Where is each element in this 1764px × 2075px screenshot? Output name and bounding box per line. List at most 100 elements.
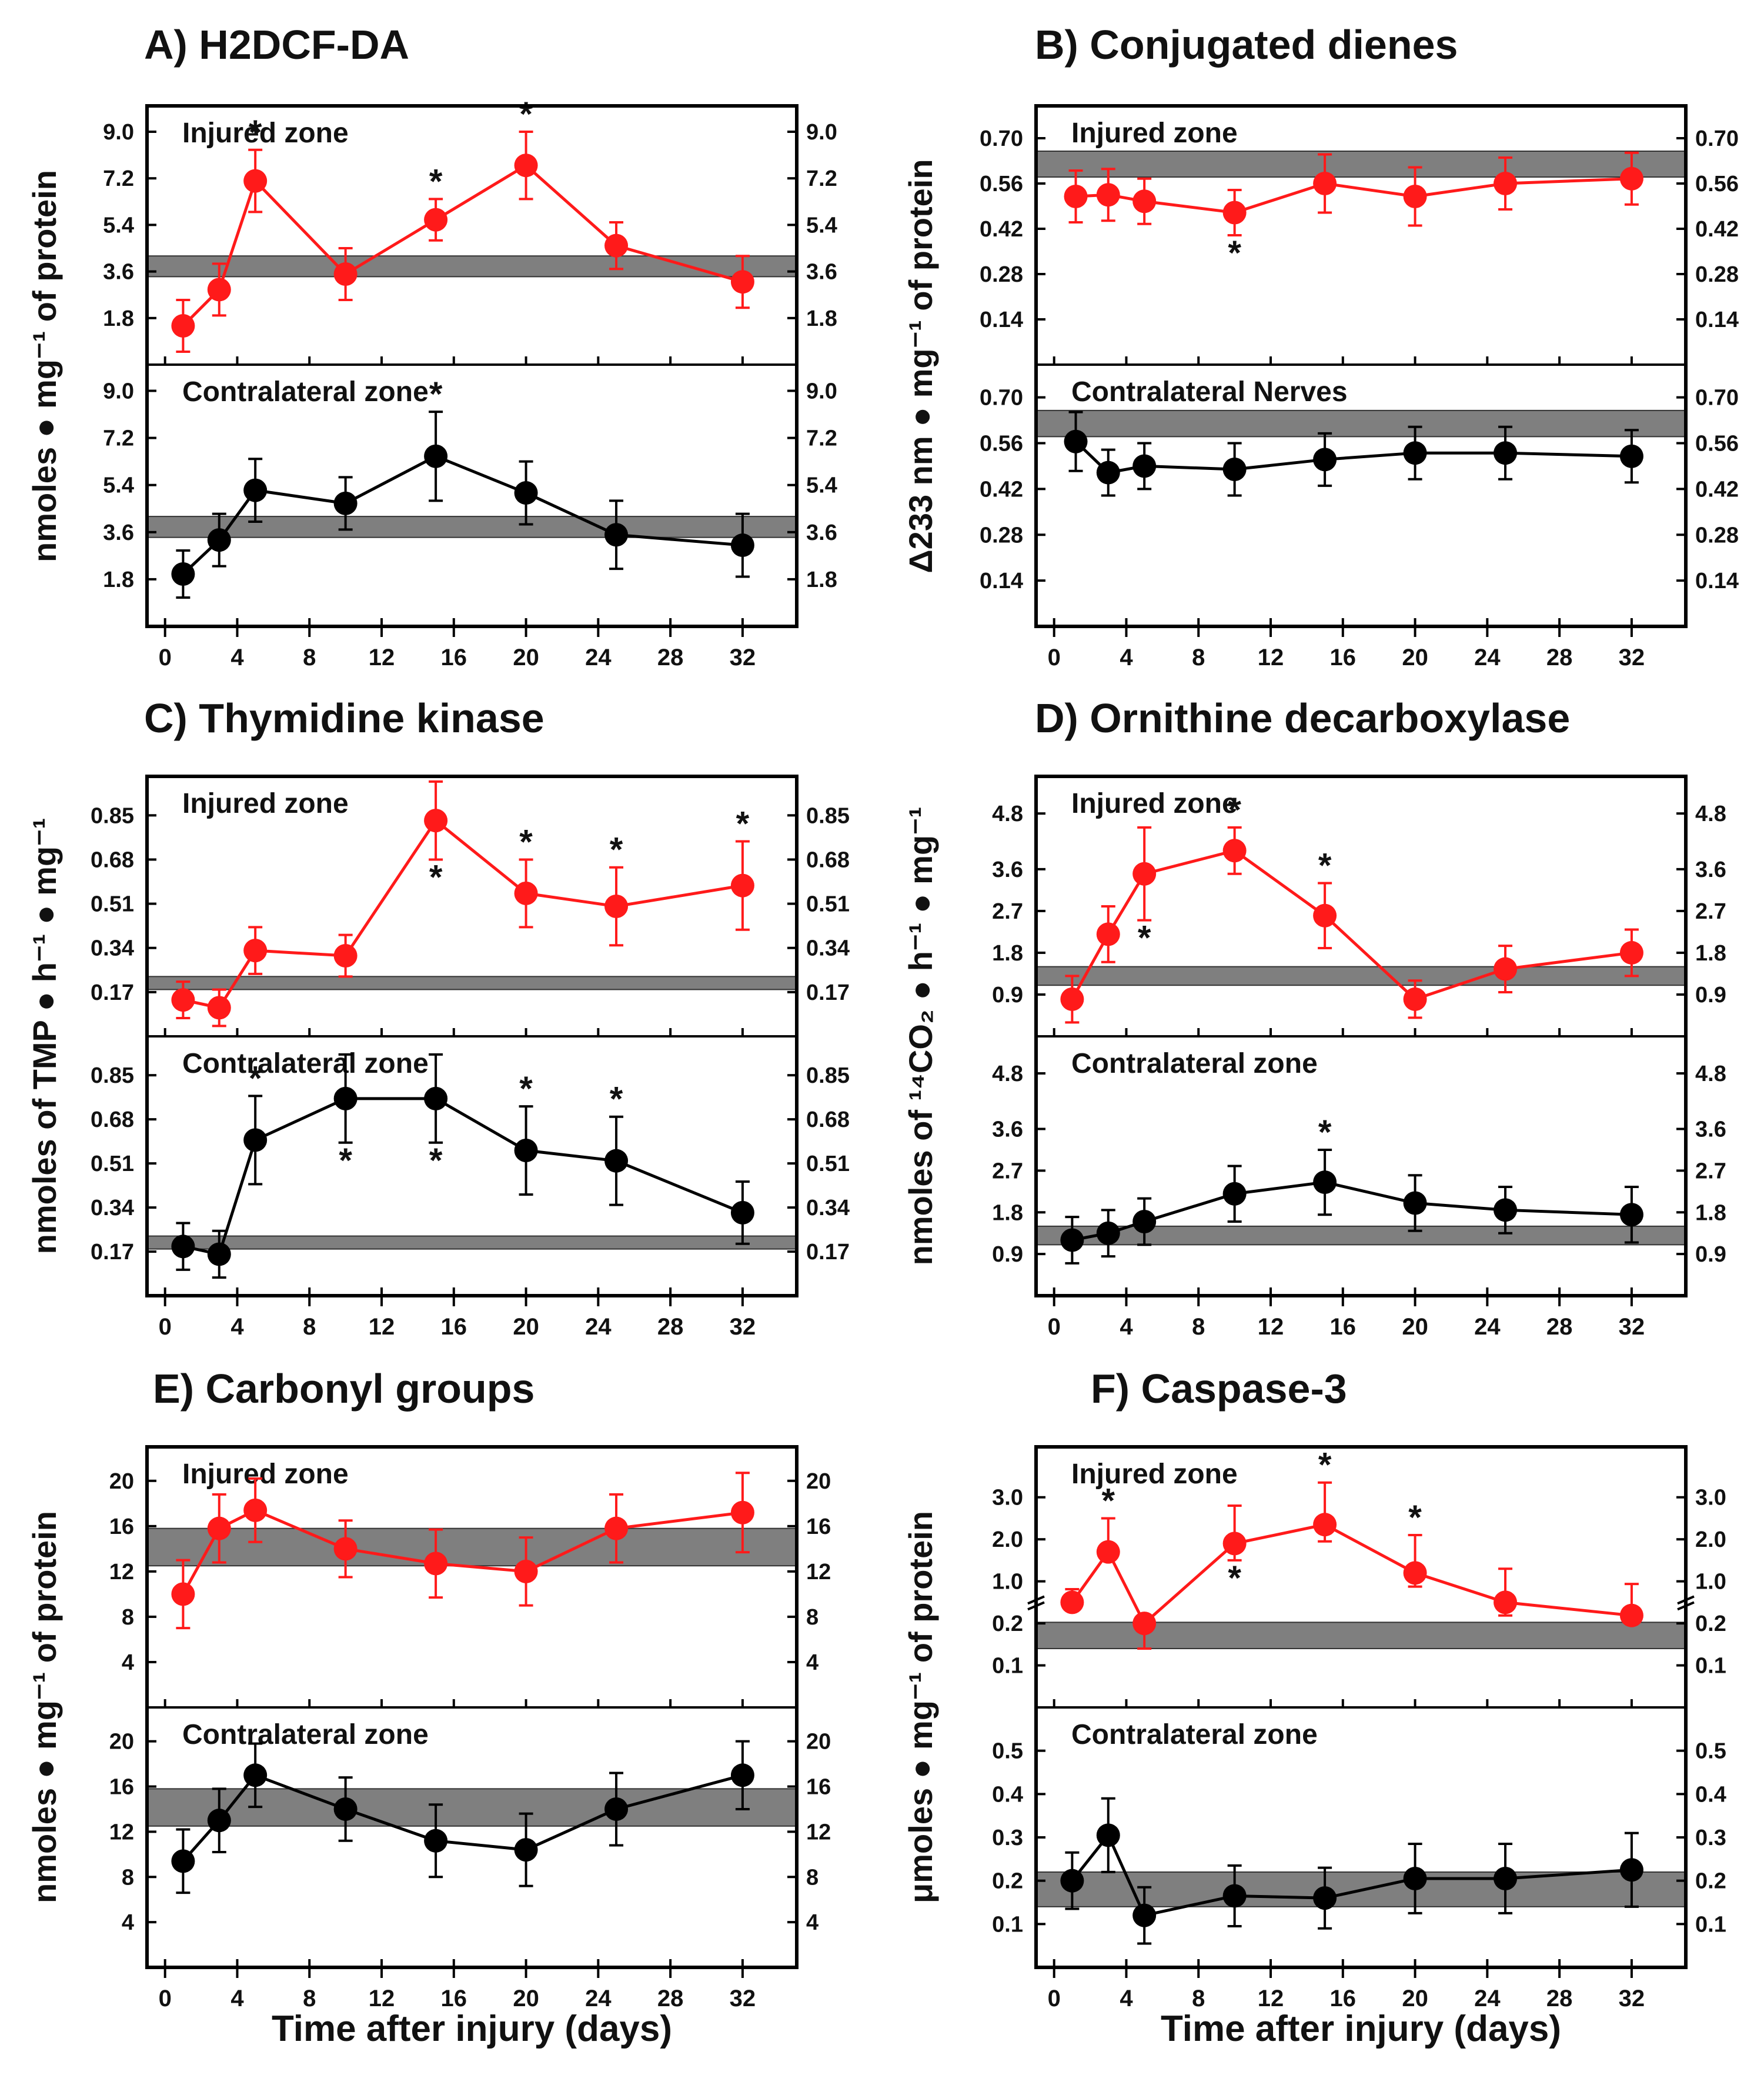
x-tick-label: 16 [441,645,467,670]
data-point [207,1516,231,1540]
data-point [243,1763,268,1787]
x-tick-label: 8 [303,645,316,670]
data-point [424,1829,448,1853]
y-tick-label-left: 9.0 [103,379,134,404]
y-tick-label-left: 16 [109,1514,134,1539]
y-tick-label-right: 0.68 [806,848,850,872]
y-tick-label-right: 0.1 [1695,1654,1726,1679]
data-point [1132,1903,1157,1927]
significance-star: * [1318,1446,1332,1484]
x-tick-label: 28 [657,1986,684,2011]
y-tick-label-right: 0.14 [1695,569,1739,593]
y-tick-label-right: 5.4 [806,213,837,238]
data-point [1096,1540,1120,1564]
significance-star: * [249,114,262,152]
zone-label: Injured zone [182,788,349,819]
y-tick-label-left: 2.0 [992,1527,1023,1552]
data-point [1096,1823,1120,1847]
y-tick-label-left: 0.34 [91,1196,134,1220]
y-tick-label-right: 0.68 [806,1107,850,1132]
x-tick-label: 28 [1546,1986,1573,2011]
y-tick-label-left: 4 [122,1910,134,1935]
data-point [1222,458,1247,481]
significance-star: * [1318,847,1332,885]
control-band [146,1527,797,1567]
data-point [424,1552,448,1576]
injured-panel: 0.17 0.17 0.34 0.34 0.51 0.51 0.68 0.68 0.85 0.85… [91,780,850,1036]
y-tick-label-right: 0.85 [806,1063,850,1088]
x-tick-label: 24 [585,645,612,670]
data-point [1313,172,1337,195]
x-tick-label: 8 [1192,1986,1205,2011]
y-tick-label-left: 0.3 [992,1826,1023,1850]
y-tick-label-right: 3.6 [1695,858,1726,882]
y-tick-label-right: 7.2 [806,166,837,191]
data-point [1403,441,1427,465]
x-axis-label: Time after injury (days) [272,2009,672,2049]
y-tick-label-right: 0.70 [1695,126,1739,151]
injured-panel: 4 4 8 8 12 12 16 16 20 20 Injured zone [109,1459,831,1707]
data-point [1132,189,1157,213]
significance-star: * [736,805,750,843]
y-tick-label-right: 0.34 [806,1196,850,1220]
y-tick-label-left: 1.8 [992,941,1023,966]
data-point [1222,1532,1247,1556]
y-tick-label-right: 20 [806,1469,831,1494]
y-tick-label-left: 0.70 [980,386,1023,411]
y-tick-label-left: 0.68 [91,848,134,872]
control-band [1035,1225,1686,1246]
x-tick-label: 4 [230,645,244,670]
series-line [1071,1523,1632,1626]
injured-panel: 1.8 1.8 3.6 3.6 5.4 5.4 7.2 7.2 9.0 9.0 Injured zo… [103,95,837,365]
data-point [514,154,538,178]
data-point [604,1797,629,1821]
y-tick-label-right: 0.3 [1695,1826,1726,1850]
y-tick-label-right: 4.8 [1695,1062,1726,1086]
x-tick-label: 32 [730,1314,756,1340]
x-tick-label: 16 [1330,1314,1357,1340]
data-point [730,1200,754,1225]
y-tick-label-left: 0.56 [980,172,1023,196]
y-tick-label-left: 2.7 [992,899,1023,924]
data-point [604,1149,629,1173]
data-point [333,262,358,286]
y-tick-label-right: 16 [806,1775,831,1800]
y-tick-label-right: 0.42 [1695,477,1739,502]
data-point [333,1086,358,1110]
x-tick-label: 32 [1619,645,1645,670]
y-tick-label-left: 0.28 [980,262,1023,287]
y-tick-label-left: 0.9 [992,1242,1023,1267]
y-tick-label-left: 0.42 [980,477,1023,502]
injured-panel: 0.14 0.14 0.28 0.28 0.42 0.42 0.56 0.56 0.70 0.70… [980,118,1739,365]
y-tick-label-right: 16 [806,1514,831,1539]
y-tick-label-left: 0.70 [980,126,1023,151]
y-tick-label-right: 1.8 [806,568,837,592]
x-tick-label: 32 [1619,1314,1645,1340]
series-line [1071,1832,1632,1917]
y-tick-label-right: 1.8 [806,306,837,331]
x-tick-label: 20 [513,645,539,670]
data-point [1132,1210,1157,1233]
significance-star: * [429,162,443,201]
data-point [171,988,195,1012]
data-point [424,444,448,468]
data-point [514,1559,538,1583]
y-tick-label-right: 0.28 [1695,262,1739,287]
y-tick-label-left: 20 [109,1469,134,1494]
x-tick-label: 24 [1474,1986,1501,2011]
x-tick-label: 0 [159,1314,172,1340]
y-tick-label-left: 2.7 [992,1159,1023,1183]
x-tick-label: 12 [1258,645,1284,670]
y-tick-label-left: 1.0 [992,1570,1023,1594]
significance-star: * [1318,1113,1332,1152]
y-axis-label: μmoles ● mg⁻¹ of protein [902,1511,939,1903]
y-tick-label-left: 20 [109,1730,134,1754]
x-tick-label: 20 [1402,1314,1428,1340]
y-tick-label-right: 0.17 [806,1240,850,1265]
control-band [146,976,797,990]
chart-E: E) Carbonyl groups nmoles ● mg⁻¹ of prote… [26,1366,831,2049]
y-tick-label-right: 0.4 [1695,1782,1726,1807]
chart-title: E) Carbonyl groups [153,1366,534,1412]
control-band [1035,151,1686,178]
